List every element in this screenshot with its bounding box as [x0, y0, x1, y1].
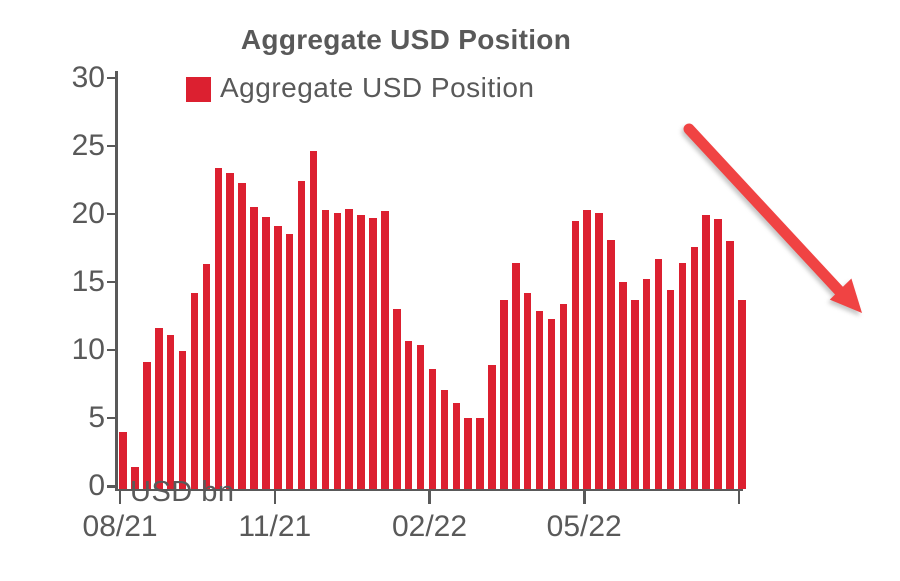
bar	[512, 262, 520, 490]
bar	[488, 365, 496, 490]
bar	[262, 216, 270, 490]
bar	[369, 218, 377, 490]
bar	[297, 181, 306, 490]
bar	[119, 431, 127, 490]
y-tick-label: 5	[88, 401, 105, 435]
y-tick	[106, 485, 115, 488]
bar	[631, 299, 639, 490]
bar	[333, 212, 341, 490]
bar	[238, 182, 246, 490]
bar	[381, 211, 389, 490]
bar	[678, 262, 687, 490]
bar	[190, 292, 199, 490]
bar	[523, 292, 532, 490]
bar	[393, 309, 401, 490]
y-tick	[106, 280, 115, 284]
y-tick-label: 25	[71, 128, 105, 162]
bar	[274, 226, 282, 490]
bar	[690, 246, 698, 490]
bar	[559, 303, 568, 490]
bar	[321, 209, 330, 490]
bar	[583, 209, 591, 490]
bar	[202, 264, 211, 490]
bar	[702, 215, 710, 490]
y-tick-label: 20	[71, 197, 105, 230]
y-axis-unit-label: USD bn	[130, 476, 235, 508]
bar	[345, 208, 353, 490]
bar	[666, 290, 675, 490]
y-tick	[106, 144, 115, 148]
x-tick	[273, 490, 277, 504]
bar	[642, 279, 651, 490]
legend: Aggregate USD Position	[186, 72, 535, 104]
bar	[535, 310, 544, 490]
legend-swatch-icon	[186, 76, 211, 102]
bar	[250, 207, 258, 490]
bar	[726, 241, 734, 490]
bar	[285, 234, 294, 490]
x-axis-line	[115, 488, 743, 491]
bar	[178, 351, 187, 490]
bar	[155, 328, 163, 490]
bar	[143, 362, 151, 490]
x-tick	[737, 490, 741, 504]
x-tick-label: 05/22	[546, 510, 622, 543]
y-axis-line	[115, 71, 118, 491]
bar	[166, 335, 175, 490]
bar	[416, 344, 425, 490]
y-tick-label: 0	[88, 469, 105, 503]
x-tick-label: 02/22	[391, 510, 468, 543]
bar	[309, 151, 318, 490]
bar	[619, 282, 627, 490]
bar	[464, 418, 472, 490]
chart-title: Aggregate USD Position	[240, 24, 572, 55]
y-tick	[106, 416, 115, 420]
bar	[738, 299, 746, 490]
bar	[428, 369, 437, 490]
bar	[440, 389, 449, 490]
bar	[595, 212, 603, 490]
bar	[571, 220, 579, 490]
bar	[607, 239, 615, 490]
bar	[357, 215, 365, 490]
legend-label: Aggregate USD Position	[220, 72, 535, 103]
bar	[214, 167, 222, 490]
bar	[547, 318, 556, 490]
x-tick	[118, 490, 122, 504]
bar	[654, 258, 663, 490]
x-tick	[583, 490, 586, 504]
bar	[404, 340, 413, 490]
bar	[452, 403, 460, 490]
x-tick	[428, 490, 431, 504]
x-tick-label: 11/21	[238, 510, 312, 543]
bar	[226, 173, 234, 490]
x-tick-label: 08/21	[82, 510, 158, 543]
bar	[714, 219, 722, 490]
y-tick-label: 10	[71, 333, 105, 367]
bar	[131, 467, 139, 490]
bar	[476, 418, 484, 490]
y-tick	[106, 212, 115, 216]
y-tick-label: 15	[71, 265, 105, 299]
y-tick-label: 30	[71, 60, 105, 94]
bar	[500, 299, 508, 490]
y-tick	[106, 348, 115, 352]
y-tick	[106, 76, 115, 80]
